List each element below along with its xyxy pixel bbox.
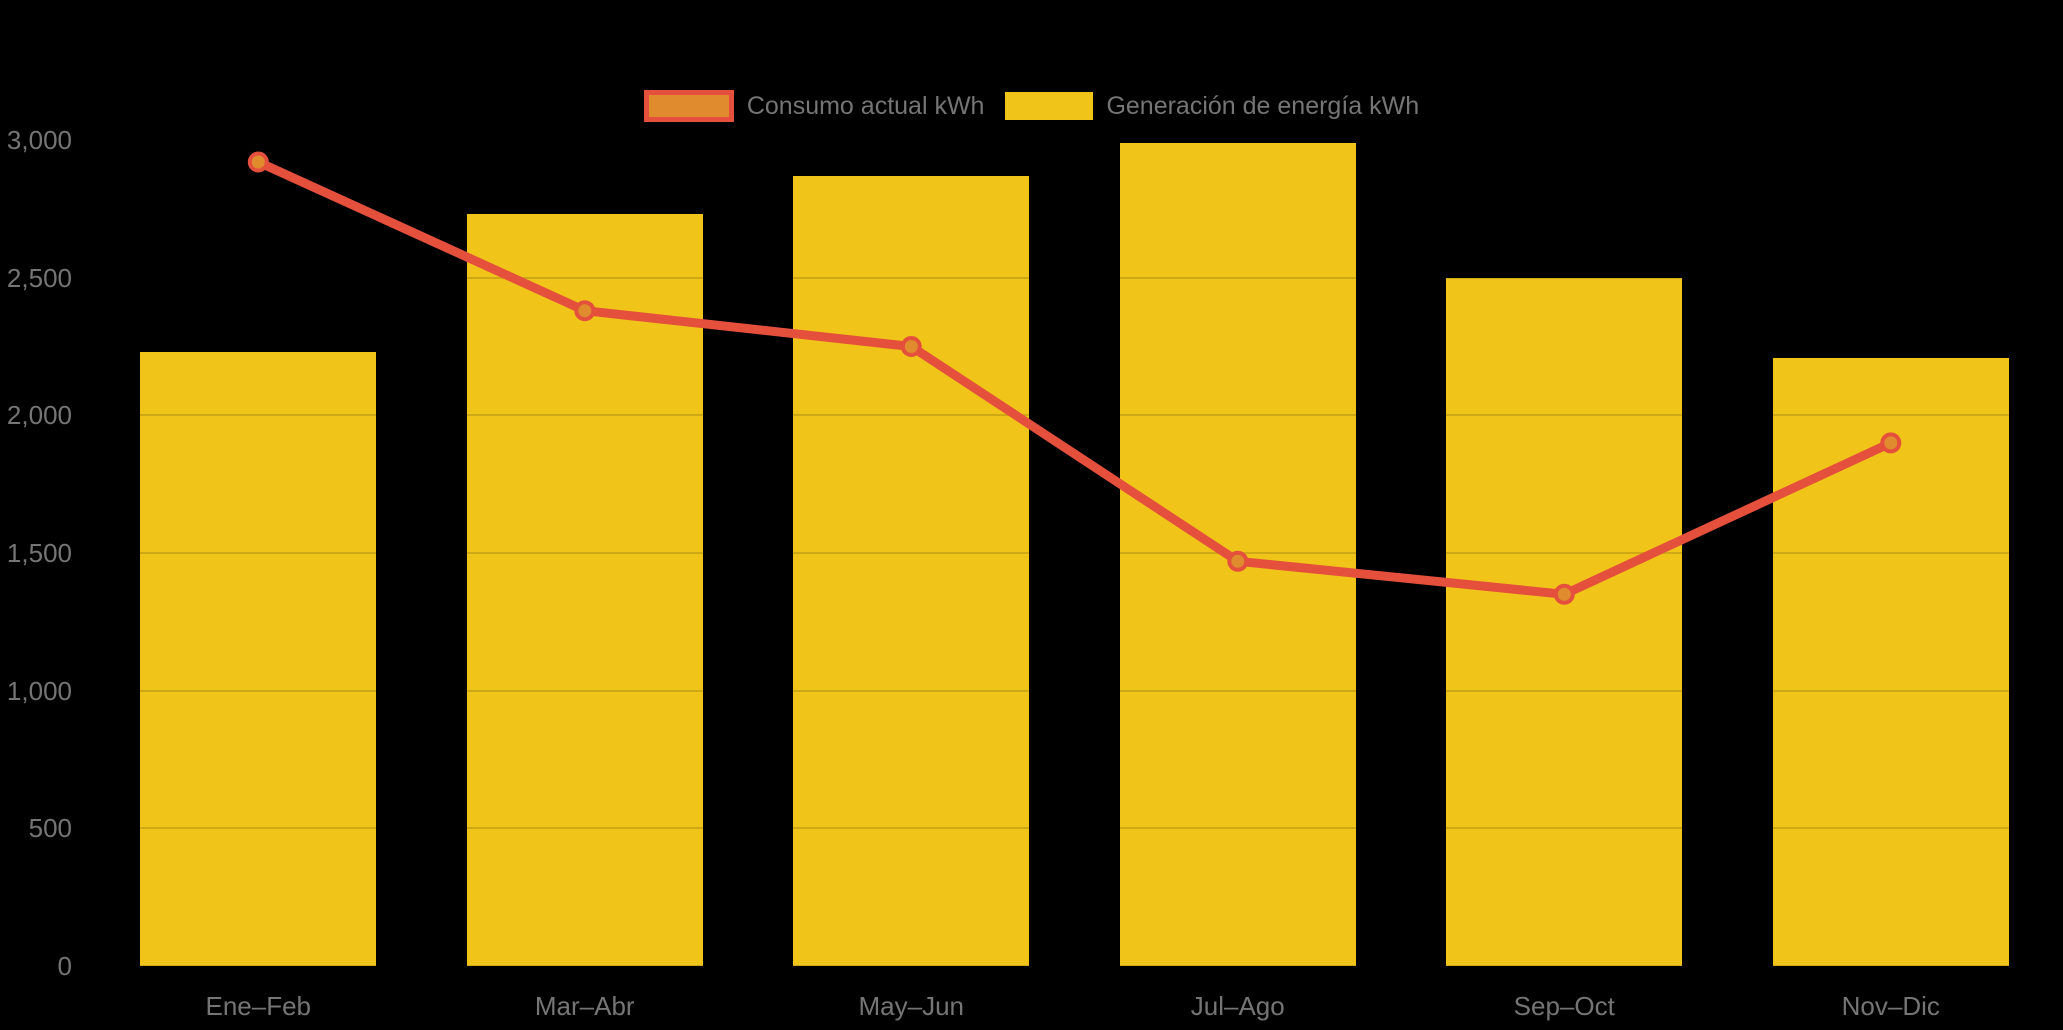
gridline xyxy=(95,965,2054,967)
legend-item-generacion[interactable]: Generación de energía kWh xyxy=(1005,90,1419,122)
y-tick-label: 2,500 xyxy=(6,262,72,293)
y-tick-label: 3,000 xyxy=(6,125,72,155)
y-tick-label: 1,000 xyxy=(6,675,72,706)
y-tick-label: 2,000 xyxy=(6,400,72,431)
gridline xyxy=(95,139,2054,141)
x-axis-label: Mar–Abr xyxy=(534,991,635,1021)
gridline xyxy=(95,827,2054,830)
bar-generacion-3 xyxy=(793,175,1030,966)
y-tick-label: 1,500 xyxy=(6,538,72,568)
generacion-swatch-icon xyxy=(1005,92,1094,120)
bar-generacion-4 xyxy=(1119,142,1356,966)
bar-generacion-6 xyxy=(1772,357,2009,966)
gridline xyxy=(95,552,2054,554)
gridline xyxy=(95,414,2054,417)
y-tick-label: 500 xyxy=(28,813,72,844)
x-axis-label: Nov–Dic xyxy=(1841,991,1940,1021)
chart-legend: Consumo actual kWh Generación de energía… xyxy=(0,90,2063,122)
y-tick-label: 0 xyxy=(57,951,72,981)
legend-item-consumo[interactable]: Consumo actual kWh xyxy=(643,90,985,122)
bar-generacion-1 xyxy=(140,352,377,966)
consumo-point-1 xyxy=(247,151,269,173)
gridline xyxy=(95,276,2054,279)
bar-generacion-2 xyxy=(466,214,703,966)
legend-label-consumo: Consumo actual kWh xyxy=(746,92,985,120)
x-axis-label: Ene–Feb xyxy=(205,991,312,1021)
gridline xyxy=(95,689,2054,692)
consumo-swatch-icon xyxy=(643,90,734,122)
bar-generacion-5 xyxy=(1446,277,1683,966)
x-axis-label: May–Jun xyxy=(858,991,965,1021)
x-axis-label: Sep–Oct xyxy=(1513,991,1615,1021)
x-axis-label: Jul–Ago xyxy=(1190,991,1285,1021)
legend-label-generacion: Generación de energía kWh xyxy=(1106,92,1420,120)
